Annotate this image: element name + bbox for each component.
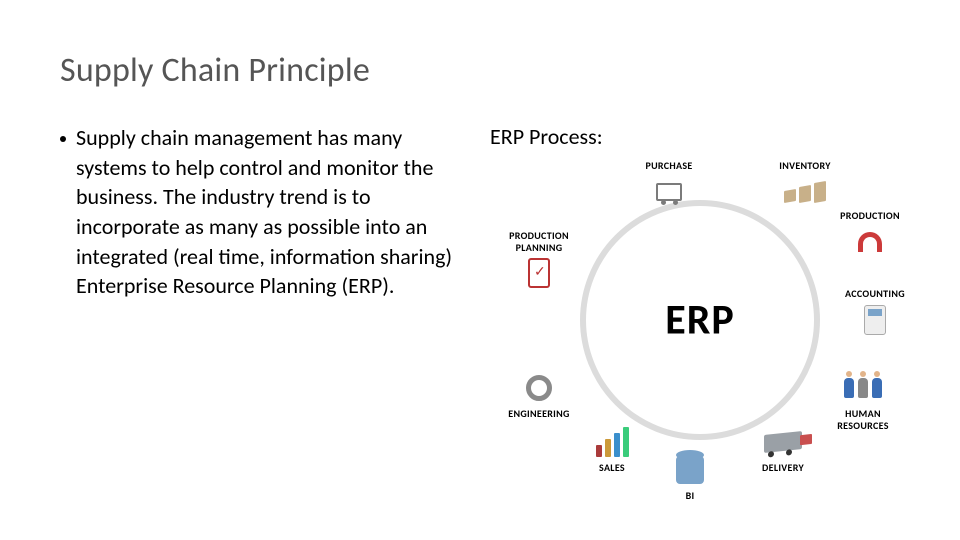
node-label: HUMAN RESOURCES	[837, 408, 888, 431]
node-label: PRODUCTION	[840, 210, 900, 222]
boxes-icon	[782, 172, 828, 212]
bullet-dot-icon	[60, 136, 66, 142]
left-column: Supply chain management has many systems…	[60, 123, 470, 480]
node-delivery: DELIVERY	[728, 422, 838, 474]
right-column: ERP Process: ERP PURCHASE INVENTORY PROD…	[490, 123, 910, 480]
node-label: INVENTORY	[779, 160, 830, 172]
magnet-icon	[847, 222, 893, 262]
node-bi: BI	[650, 450, 730, 502]
bullet-item: Supply chain management has many systems…	[60, 123, 470, 301]
node-accounting: ACCOUNTING	[830, 288, 920, 340]
database-icon	[667, 450, 713, 490]
bullet-text: Supply chain management has many systems…	[76, 123, 470, 301]
node-label: ENGINEERING	[508, 408, 569, 420]
node-production: PRODUCTION	[820, 210, 920, 262]
content-columns: Supply chain management has many systems…	[60, 123, 900, 480]
node-label: PRODUCTION PLANNING	[509, 230, 569, 253]
gear-icon	[516, 368, 562, 408]
node-label: PURCHASE	[645, 160, 692, 172]
bar-chart-icon	[589, 422, 635, 462]
node-purchase: PURCHASE	[604, 160, 734, 212]
erp-center-label: ERP	[665, 295, 735, 346]
node-planning: PRODUCTION PLANNING	[484, 230, 594, 293]
shopping-cart-icon	[646, 172, 692, 212]
node-label: SALES	[599, 462, 625, 474]
people-icon	[840, 368, 886, 408]
node-engineering: ENGINEERING	[484, 368, 594, 420]
node-label: ACCOUNTING	[845, 288, 905, 300]
slide: Supply Chain Principle Supply chain mana…	[0, 0, 960, 540]
calculator-icon	[852, 300, 898, 340]
node-label: DELIVERY	[762, 462, 804, 474]
clipboard-check-icon	[516, 253, 562, 293]
slide-title: Supply Chain Principle	[60, 50, 900, 91]
truck-icon	[760, 422, 806, 462]
erp-heading: ERP Process:	[490, 123, 910, 150]
node-label: BI	[686, 490, 695, 502]
node-inventory: INVENTORY	[740, 160, 870, 212]
node-sales: SALES	[562, 422, 662, 474]
erp-diagram: ERP PURCHASE INVENTORY PRODUCTION	[490, 160, 910, 480]
